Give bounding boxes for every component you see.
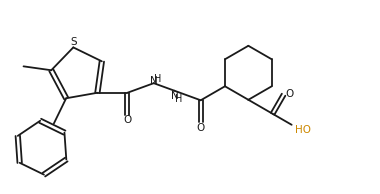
Text: S: S — [70, 37, 77, 47]
Text: H: H — [175, 94, 183, 104]
Text: O: O — [123, 115, 131, 125]
Text: N: N — [150, 76, 158, 86]
Text: N: N — [171, 91, 178, 101]
Text: H: H — [154, 74, 162, 84]
Text: HO: HO — [294, 125, 311, 135]
Text: O: O — [285, 89, 294, 99]
Text: O: O — [196, 123, 205, 133]
